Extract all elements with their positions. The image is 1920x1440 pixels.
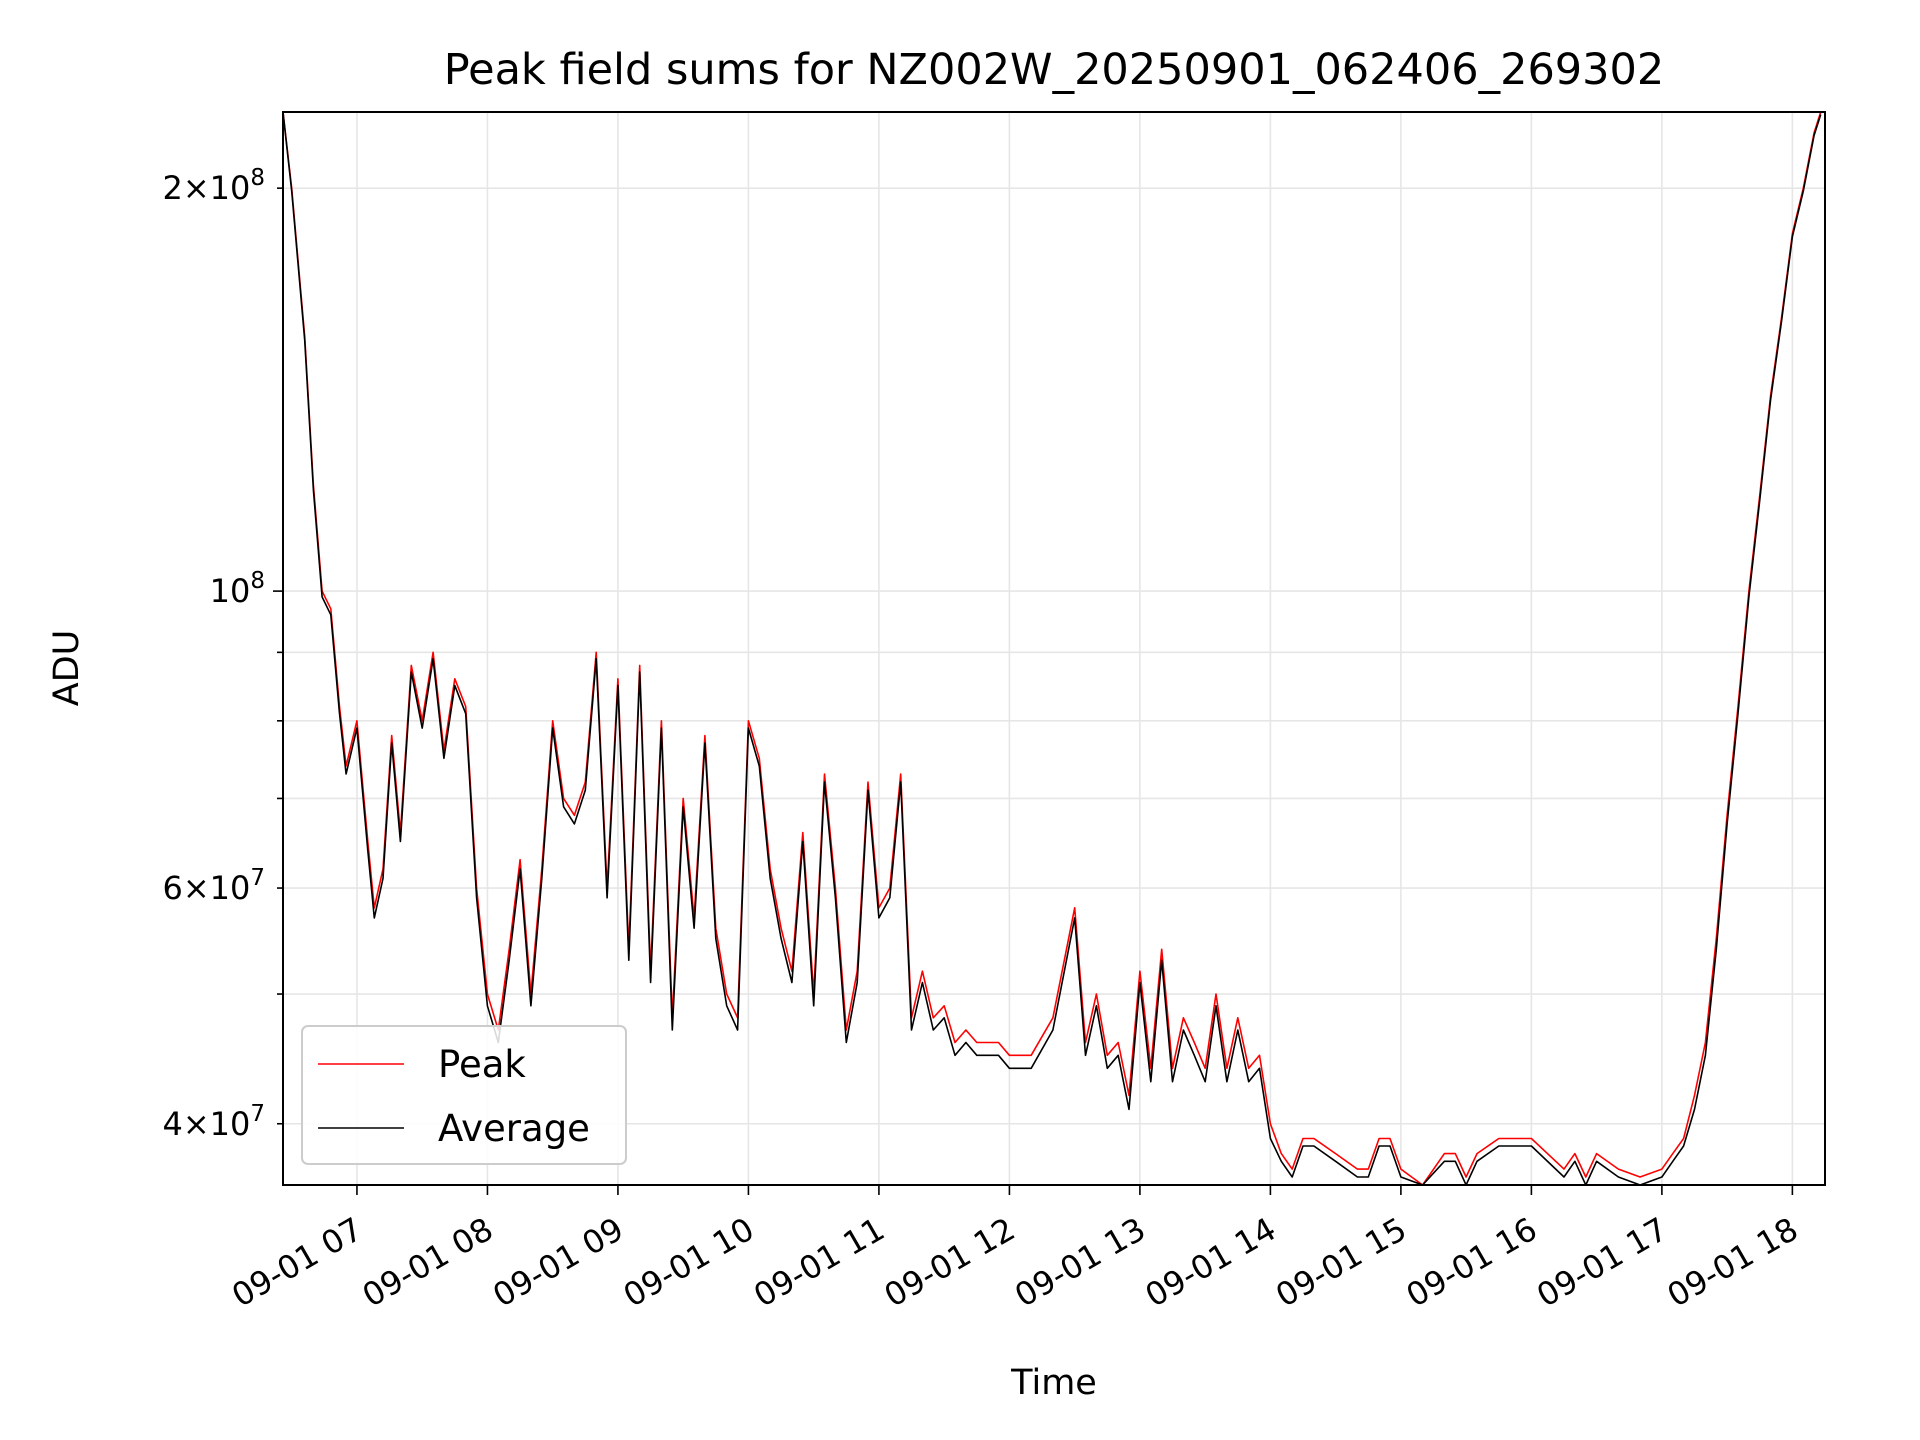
- y-tick-label: 6×107: [162, 865, 265, 907]
- plot-frame: [282, 111, 1826, 1186]
- y-axis: 108 4×107 6×107 2×108: [162, 165, 283, 1143]
- y-tick-label: 108: [210, 568, 265, 610]
- legend-average-label: Average: [438, 1107, 590, 1150]
- chart-title: Peak field sums for NZ002W_20250901_0624…: [444, 45, 1665, 95]
- grid: [283, 112, 1825, 1185]
- series-line-peak: [282, 111, 1822, 1186]
- legend-peak-label: Peak: [438, 1043, 526, 1086]
- x-axis-label: Time: [1010, 1363, 1097, 1403]
- series-line-average: [282, 111, 1822, 1186]
- y-tick-label: 2×108: [162, 165, 265, 207]
- legend-box: [301, 1025, 627, 1165]
- series-lines: [282, 111, 1822, 1186]
- legend: Peak Average: [301, 1025, 627, 1165]
- y-axis-label: ADU: [47, 630, 87, 707]
- y-tick-label: 4×107: [162, 1101, 265, 1143]
